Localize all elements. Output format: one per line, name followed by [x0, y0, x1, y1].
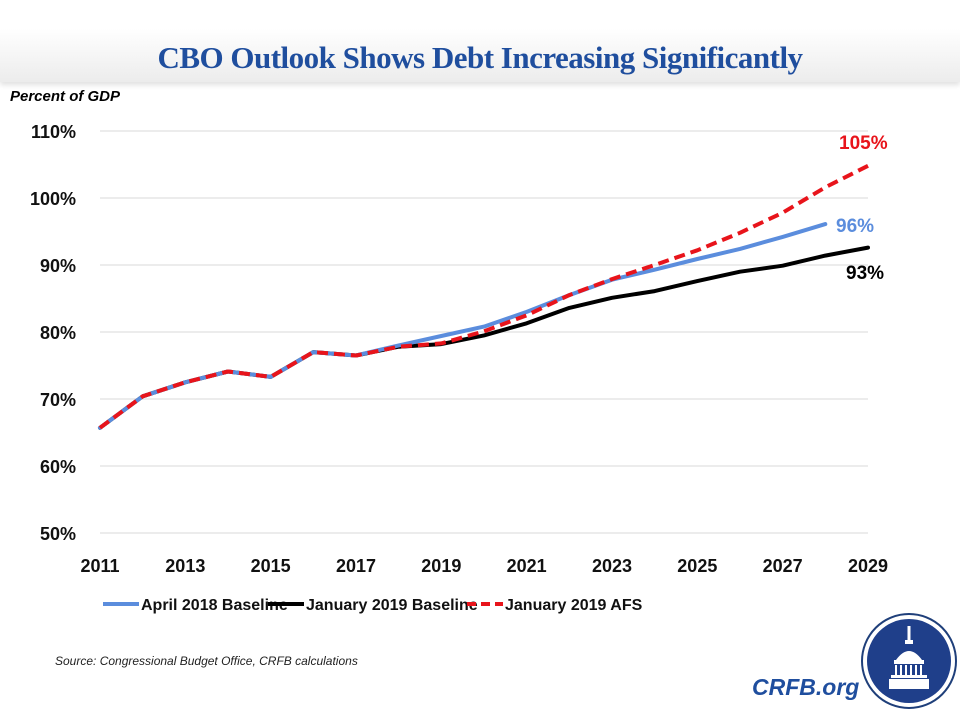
x-tick-label: 2027	[763, 556, 803, 576]
source-note: Source: Congressional Budget Office, CRF…	[55, 654, 358, 668]
legend-label: April 2018 Baseline	[141, 597, 288, 614]
x-tick-label: 2013	[165, 556, 205, 576]
title-banner	[0, 0, 960, 82]
chart-title: CBO Outlook Shows Debt Increasing Signif…	[157, 40, 803, 75]
end-label-april-2018: 96%	[836, 216, 874, 237]
y-tick-label: 70%	[40, 390, 76, 410]
legend-label: January 2019 Baseline	[306, 597, 478, 614]
series-line-january-2019-baseline	[98, 245, 870, 430]
x-tick-label: 2025	[677, 556, 717, 576]
y-tick-label: 60%	[40, 457, 76, 477]
x-tick-label: 2021	[507, 556, 547, 576]
x-tick-label: 2029	[848, 556, 888, 576]
x-tick-label: 2017	[336, 556, 376, 576]
y-tick-label: 90%	[40, 256, 76, 276]
end-label-afs: 105%	[839, 133, 888, 154]
y-tick-label: 80%	[40, 323, 76, 343]
brand-link[interactable]: CRFB.org	[752, 674, 860, 700]
y-tick-label: 100%	[30, 189, 76, 209]
x-tick-label: 2019	[421, 556, 461, 576]
legend-label: January 2019 AFS	[505, 597, 643, 614]
series-line-april-2018-baseline	[98, 222, 828, 430]
x-tick-label: 2011	[80, 556, 119, 576]
y-tick-label: 50%	[40, 524, 76, 544]
series-line-january-2019-afs	[98, 164, 869, 430]
x-tick-label: 2015	[251, 556, 291, 576]
capitol-dome-icon	[861, 613, 957, 709]
x-tick-label: 2023	[592, 556, 632, 576]
end-label-january-2019: 93%	[846, 263, 884, 284]
y-axis-label: Percent of GDP	[10, 88, 121, 105]
y-tick-label: 110%	[31, 122, 76, 142]
